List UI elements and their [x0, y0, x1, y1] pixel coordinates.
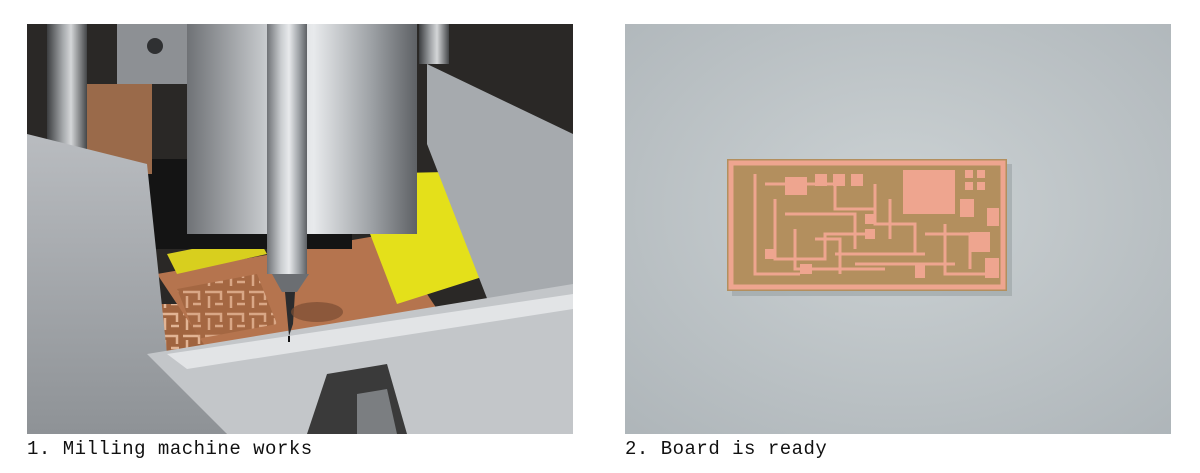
milling-machine-photo-panel [27, 24, 573, 434]
finished-board-photo [625, 24, 1171, 434]
caption-milling-machine: 1. Milling machine works [27, 438, 313, 460]
finished-board-photo-panel [625, 24, 1171, 434]
caption-board-ready: 2. Board is ready [625, 438, 828, 460]
milling-machine-photo [27, 24, 573, 434]
